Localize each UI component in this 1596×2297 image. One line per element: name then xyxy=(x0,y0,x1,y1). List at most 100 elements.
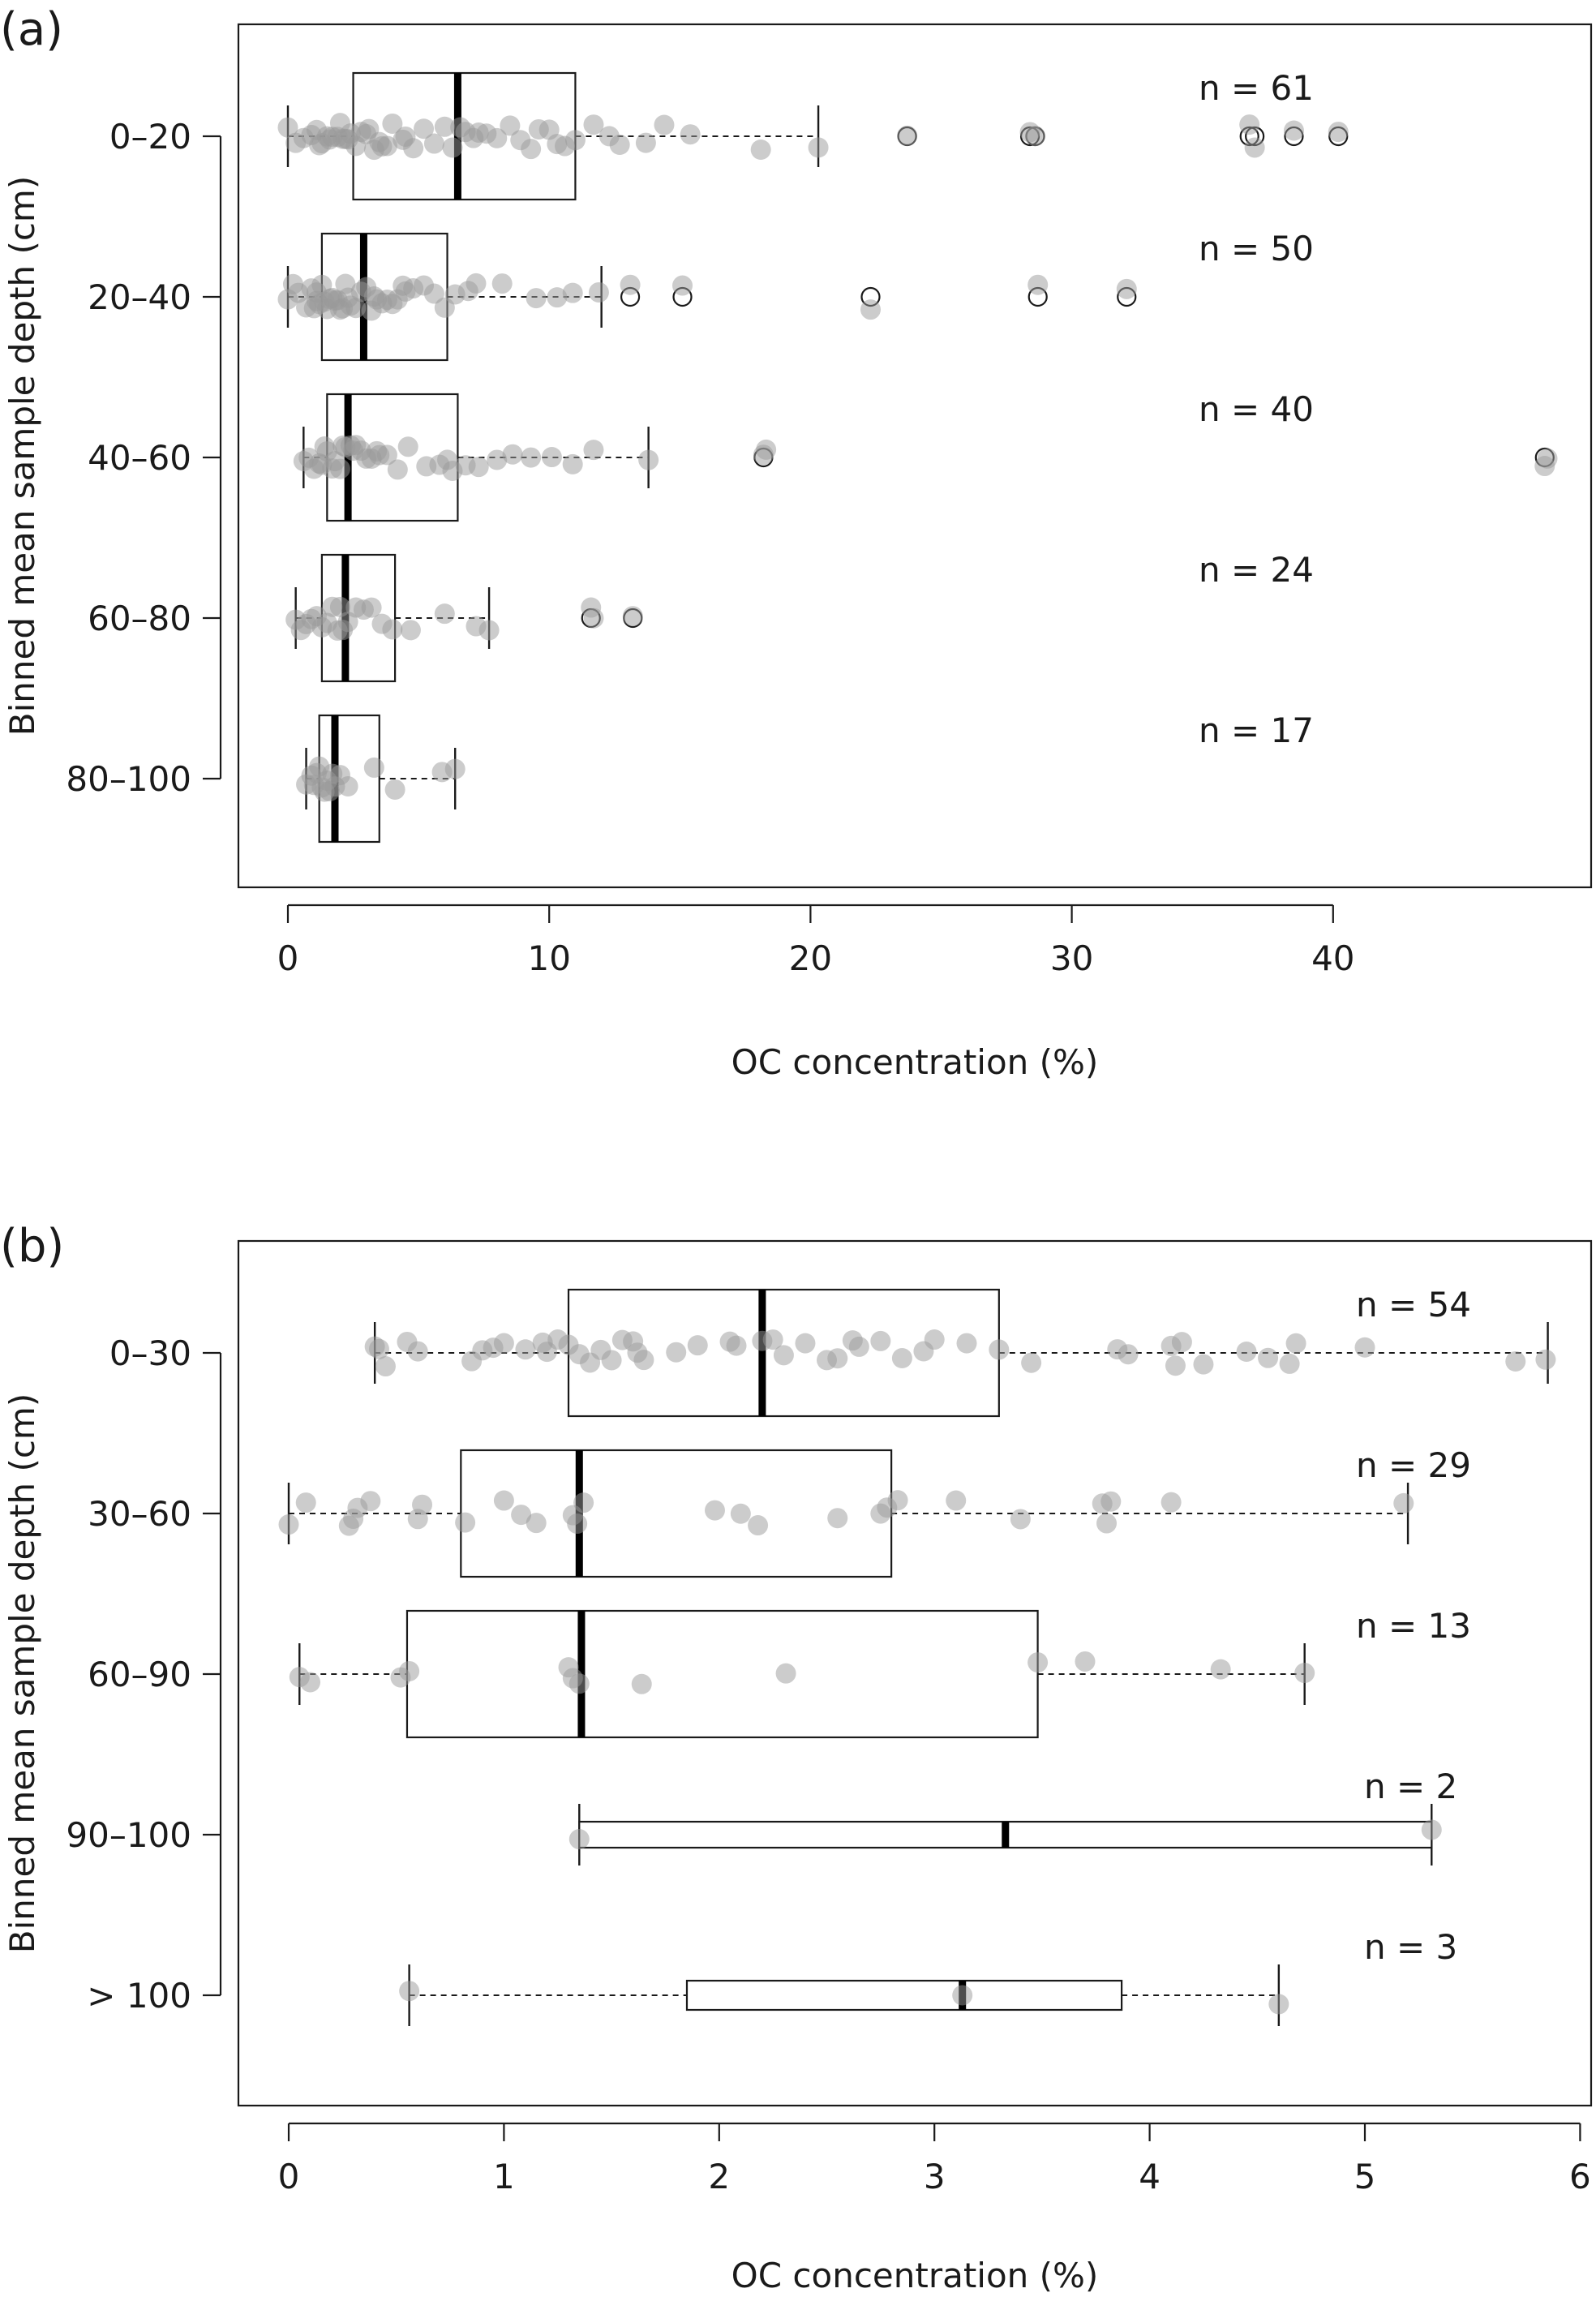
x-tick-label: 4 xyxy=(1139,2157,1161,2196)
data-point xyxy=(1161,1492,1182,1513)
y-axis-title: Binned mean sample depth (cm) xyxy=(2,1393,42,1953)
data-point xyxy=(335,128,356,149)
data-point xyxy=(1028,274,1049,295)
data-point xyxy=(1535,1349,1556,1370)
x-axis-title: OC concentration (%) xyxy=(732,2256,1099,2295)
data-point xyxy=(946,1490,967,1511)
data-point xyxy=(343,440,364,462)
data-point xyxy=(562,453,583,474)
data-point xyxy=(704,1500,725,1521)
data-point xyxy=(1258,1347,1279,1368)
data-point xyxy=(367,440,388,462)
data-point xyxy=(756,439,777,460)
box-group: 90–100 n = 2 xyxy=(66,1767,1457,1866)
data-point xyxy=(654,114,675,135)
data-point xyxy=(478,620,500,641)
y-tick-label: 0–30 xyxy=(109,1333,191,1373)
data-point xyxy=(1024,126,1045,147)
sample-size-label: n = 3 xyxy=(1364,1927,1457,1967)
box-group: 60–90 n = 13 xyxy=(88,1606,1471,1739)
data-point xyxy=(423,283,444,304)
sample-size-label: n = 61 xyxy=(1199,68,1314,108)
data-point xyxy=(795,1333,816,1354)
data-point xyxy=(399,1660,420,1681)
data-point xyxy=(384,779,405,800)
panel-label: (a) xyxy=(0,3,63,56)
box-group: 30–60 n = 29 xyxy=(88,1445,1471,1578)
data-point xyxy=(568,1829,590,1850)
data-point xyxy=(387,459,408,480)
data-point xyxy=(588,281,609,303)
box-group: 60–80 n = 24 xyxy=(88,550,1314,683)
y-tick-label: 90–100 xyxy=(66,1815,191,1855)
data-point xyxy=(320,780,341,801)
data-point xyxy=(363,757,384,778)
data-point xyxy=(515,1339,536,1360)
data-point xyxy=(399,1981,420,2002)
data-point xyxy=(924,1329,945,1350)
data-point xyxy=(775,1663,796,1684)
sample-size-label: n = 13 xyxy=(1356,1606,1471,1646)
data-point xyxy=(493,1333,514,1354)
data-point xyxy=(1021,1352,1042,1373)
y-tick-label: 80–100 xyxy=(66,759,191,799)
data-point xyxy=(870,1330,891,1351)
iqr-box xyxy=(460,1449,893,1578)
box-group: > 100 n = 3 xyxy=(87,1927,1457,2026)
x-tick-label: 5 xyxy=(1354,2157,1376,2196)
box-group: 40–60 n = 40 xyxy=(88,389,1558,522)
data-point xyxy=(442,137,463,158)
box-group: 0–30 n = 54 xyxy=(109,1285,1556,1418)
data-point xyxy=(1421,1819,1442,1840)
data-point xyxy=(1279,1353,1300,1374)
sample-size-label: n = 2 xyxy=(1364,1767,1457,1806)
data-point xyxy=(1028,1652,1049,1673)
data-point xyxy=(687,1335,708,1356)
data-point xyxy=(627,1342,648,1363)
data-point xyxy=(382,113,403,134)
sample-size-label: n = 24 xyxy=(1199,550,1314,590)
data-point xyxy=(493,1490,514,1511)
data-point xyxy=(1010,1509,1031,1530)
data-point xyxy=(375,1356,396,1377)
data-point xyxy=(526,288,547,309)
data-point xyxy=(300,1672,321,1693)
data-point xyxy=(526,1513,547,1534)
data-point xyxy=(730,1503,751,1524)
x-tick-label: 40 xyxy=(1311,938,1354,978)
data-point xyxy=(295,1492,316,1513)
y-tick-label: 40–60 xyxy=(88,438,191,478)
data-point xyxy=(638,449,659,470)
data-point xyxy=(1537,448,1558,469)
data-point xyxy=(1236,1342,1257,1363)
data-point xyxy=(455,1512,476,1533)
data-point xyxy=(1239,114,1260,135)
data-point xyxy=(956,1333,977,1354)
data-point xyxy=(672,275,693,296)
data-point xyxy=(808,137,829,158)
data-point xyxy=(842,1330,863,1351)
sample-size-label: n = 40 xyxy=(1199,389,1314,429)
iqr-box xyxy=(685,1979,1123,2011)
data-point xyxy=(468,457,489,478)
data-point xyxy=(631,1673,652,1694)
data-point xyxy=(521,447,542,468)
data-point xyxy=(1393,1492,1414,1513)
data-point xyxy=(1165,1355,1186,1376)
data-point xyxy=(311,454,332,475)
data-point xyxy=(363,286,384,307)
iqr-box xyxy=(405,1609,1039,1739)
x-axis-title: OC concentration (%) xyxy=(732,1042,1099,1082)
data-point xyxy=(434,603,455,625)
x-tick-label: 2 xyxy=(708,2157,730,2196)
y-tick-label: 0–20 xyxy=(109,117,191,157)
data-point xyxy=(666,1342,687,1363)
box-group: 20–40 n = 50 xyxy=(88,229,1314,362)
data-point xyxy=(376,135,397,157)
data-point xyxy=(423,133,444,154)
data-point xyxy=(762,1329,783,1350)
data-point xyxy=(1171,1332,1192,1353)
data-point xyxy=(989,1339,1010,1360)
data-point xyxy=(320,129,341,150)
data-point xyxy=(511,1505,532,1526)
